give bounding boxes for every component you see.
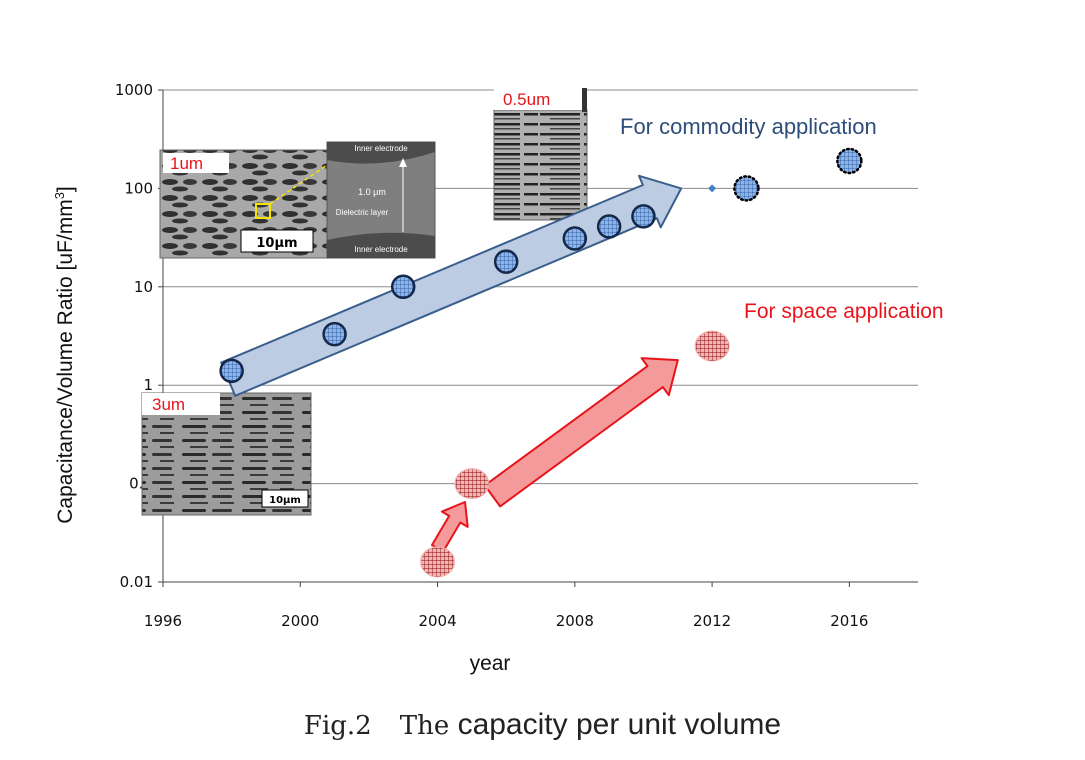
y-tick-label: 100 (124, 179, 153, 197)
x-tick-label: 1996 (144, 612, 182, 630)
series-label-space: For space application (744, 300, 944, 323)
sem-image-3um: 3um 10μm (141, 392, 312, 516)
commodity-projected-point (836, 147, 863, 175)
commodity-point (322, 321, 347, 347)
commodity-diamond-marker (708, 184, 717, 193)
y-tick-label: 0.01 (120, 573, 153, 591)
x-tick-label: 2000 (281, 612, 319, 630)
sem-annotation-thickness: 1.0 μm (358, 187, 386, 197)
series-label-commodity: For commodity application (620, 114, 877, 139)
commodity-point (631, 204, 656, 229)
sem-annotation-dielectric: Dielectric layer (336, 208, 389, 217)
sem-annotation-inner-top: Inner electrode (354, 144, 408, 153)
y-axis-title: Capacitance/Volume Ratio [uF/mm3] (52, 186, 77, 524)
x-tick-label: 2008 (556, 612, 594, 630)
y-axis-title-end: ] (54, 186, 77, 192)
scale-bar-label-2: 10μm (269, 495, 301, 506)
space-trend-arrow (483, 357, 679, 508)
space-point (454, 468, 490, 500)
commodity-projected-point (733, 175, 760, 202)
sem-image-1um: 10μm 1um (159, 149, 331, 259)
space-point (694, 330, 730, 362)
sem-image-0.5um: 0.5um (493, 88, 588, 221)
caption-the: The (399, 711, 450, 741)
commodity-point (562, 226, 588, 251)
commodity-point (390, 274, 416, 300)
space-point (420, 546, 456, 578)
y-axis-title-sup: 3 (52, 192, 67, 199)
x-tick-label: 2012 (693, 612, 731, 630)
commodity-point (596, 214, 622, 239)
y-axis-title-main: Capacitance/Volume Ratio [uF/mm (54, 199, 77, 523)
y-tick-label: 1 (143, 376, 153, 394)
caption-fig-number: Fig.2 (303, 711, 372, 741)
x-tick-label: 2016 (830, 612, 868, 630)
sem-annotation-inner-bottom: Inner electrode (354, 245, 408, 254)
figure-caption: Fig.2 The capacity per unit volume (0, 708, 1085, 742)
x-tick-label: 2004 (418, 612, 456, 630)
y-tick-label: 1000 (115, 81, 153, 99)
scale-bar-label-1: 10μm (256, 236, 297, 251)
caption-text: capacity per unit volume (457, 708, 782, 741)
image-label-0.5um: 0.5um (503, 90, 550, 109)
commodity-point (493, 249, 519, 274)
y-tick-label: 10 (134, 278, 153, 296)
x-axis-title: year (470, 652, 511, 675)
sem-image-dielectric: Inner electrode 1.0 μm Dielectric layer … (326, 141, 436, 259)
image-label-3um: 3um (152, 395, 185, 414)
space-short-arrow (431, 501, 469, 553)
commodity-point (219, 358, 244, 384)
image-label-1um: 1um (170, 154, 203, 173)
